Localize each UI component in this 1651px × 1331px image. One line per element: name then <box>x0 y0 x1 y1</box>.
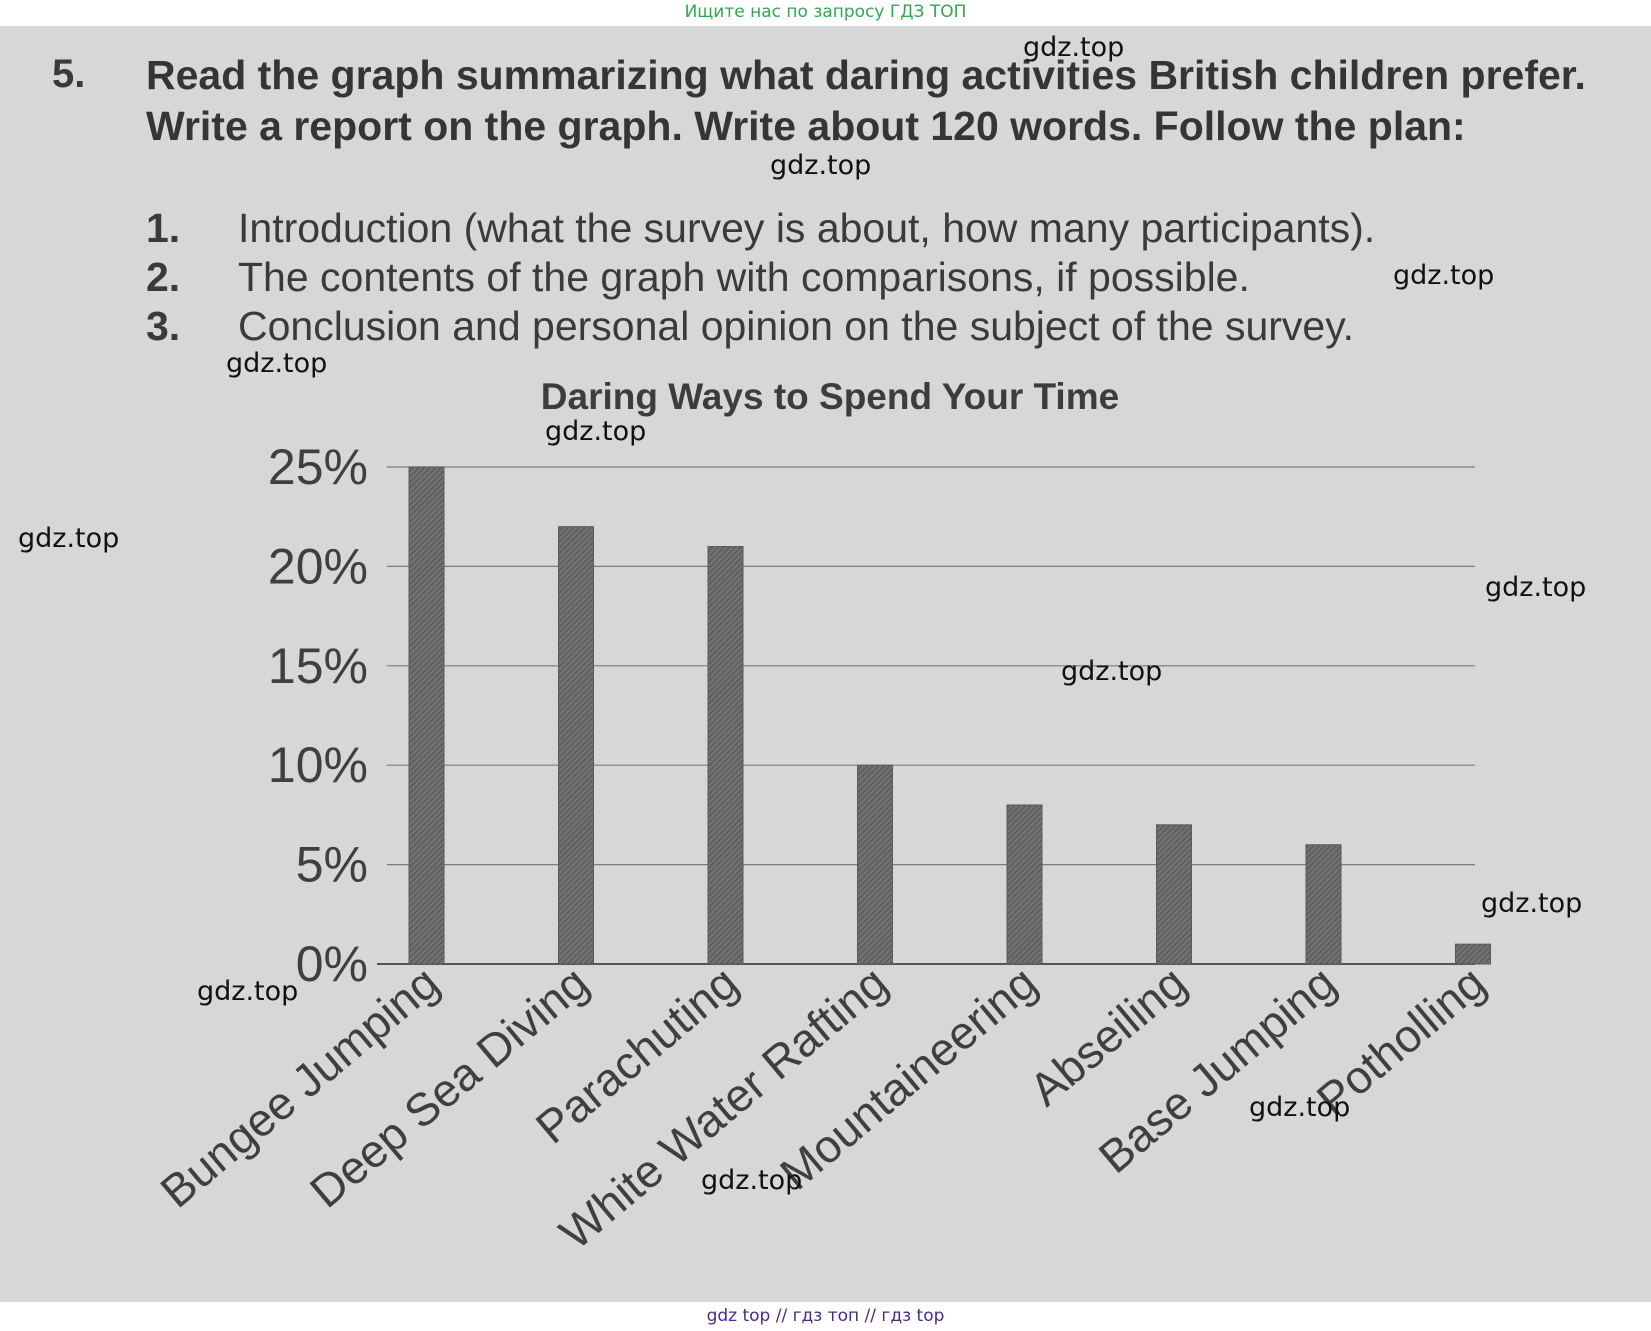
y-tick-label: 20% <box>268 538 368 594</box>
x-tick-label: Deep Sea Diving <box>300 956 598 1218</box>
plan-item: 2. The contents of the graph with compari… <box>146 253 1250 301</box>
top-banner: Ищите нас по запросу ГДЗ ТОП <box>684 2 967 22</box>
bar-white-water-rafting <box>857 764 893 965</box>
y-tick-label: 5% <box>296 837 368 893</box>
footer: gdz top // гдз топ // гдз top <box>706 1306 945 1326</box>
watermark: gdz.top <box>18 523 120 554</box>
y-tick-label: 10% <box>268 737 368 793</box>
plan-item-text: The contents of the graph with compariso… <box>238 254 1250 300</box>
y-axis-ticks: 0% 5% 10% 15% 20% 25% <box>268 439 368 992</box>
plan-item-text: Introduction (what the survey is about, … <box>238 205 1376 251</box>
plan-item-number: 3. <box>146 303 181 349</box>
bar-base-jumping <box>1305 844 1342 965</box>
bar-parachuting <box>707 546 744 965</box>
watermark: gdz.top <box>1485 572 1587 603</box>
watermark: gdz.top <box>701 1165 803 1196</box>
y-tick-label: 15% <box>268 638 368 694</box>
watermark: gdz.top <box>1249 1092 1351 1123</box>
x-tick-label: Mountaineering <box>770 956 1046 1200</box>
textbook-page: 5. Read the graph summarizing what darin… <box>0 26 1651 1302</box>
plan-item-number: 1. <box>146 205 181 251</box>
bars <box>408 466 1491 965</box>
y-tick-label: 0% <box>296 936 368 992</box>
plan-item-text: Conclusion and personal opinion on the s… <box>238 303 1355 349</box>
task-heading: Read the graph summarizing what daring a… <box>146 52 1586 149</box>
watermark: gdz.top <box>770 150 872 181</box>
y-tick-label: 25% <box>268 439 368 495</box>
plan-item: 1. Introduction (what the survey is about… <box>146 204 1375 252</box>
bar-bungee-jumping <box>408 466 445 965</box>
task-number: 5. <box>52 52 86 96</box>
bar-mountaineering <box>1006 804 1043 965</box>
chart-title: Daring Ways to Spend Your Time <box>541 376 1119 417</box>
watermark: gdz.top <box>1061 656 1163 687</box>
bar-deep-sea-diving <box>558 526 594 965</box>
bar-chart: Daring Ways to Spend Your Time 0% 5% 10% 15… <box>151 376 1495 1259</box>
watermark: gdz.top <box>197 976 299 1007</box>
bar-potholling <box>1455 943 1491 965</box>
watermark: gdz.top <box>545 416 647 447</box>
bar-abseiling <box>1156 824 1192 965</box>
watermark: gdz.top <box>1023 32 1125 63</box>
watermark: gdz.top <box>1481 888 1583 919</box>
plan-item-number: 2. <box>146 254 181 300</box>
watermark: gdz.top <box>226 348 328 379</box>
watermark: gdz.top <box>1393 260 1495 291</box>
plan-item: 3. Conclusion and personal opinion on the… <box>146 302 1354 350</box>
